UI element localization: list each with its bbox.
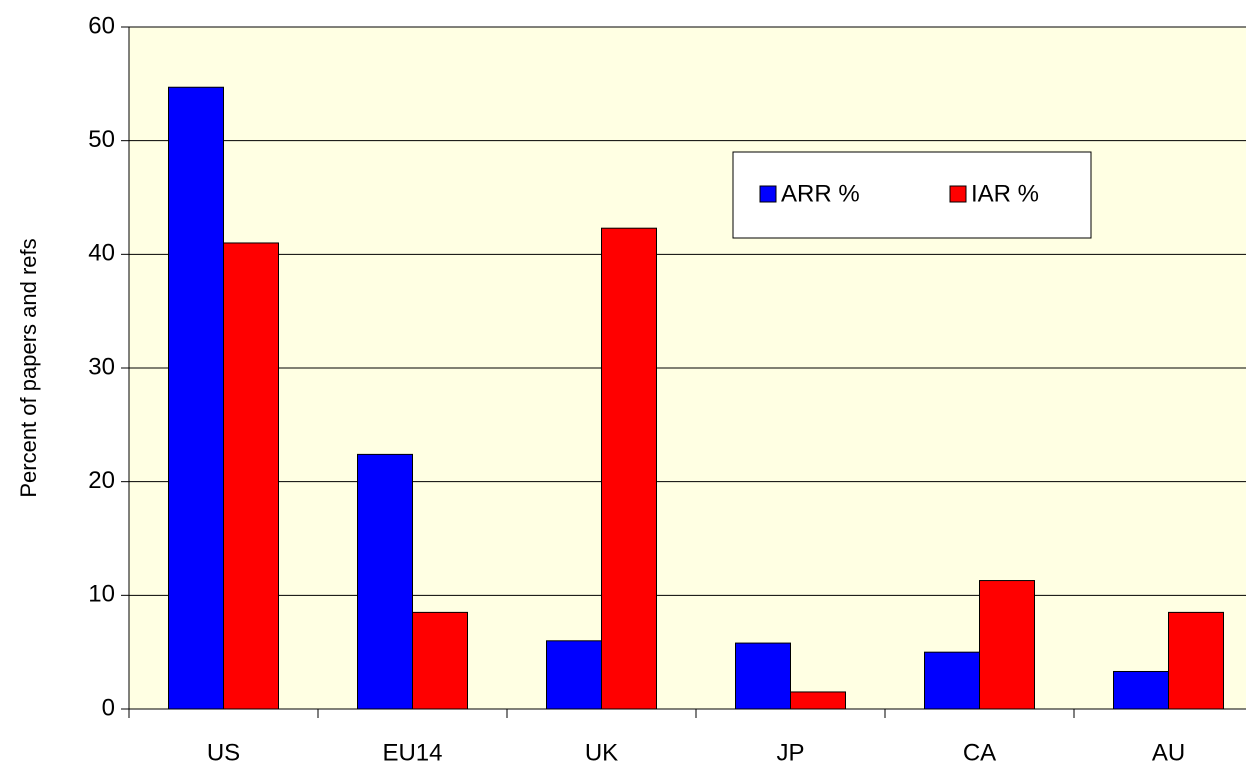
y-axis-label: Percent of papers and refs (16, 238, 41, 497)
y-tick-label: 20 (88, 467, 115, 494)
x-tick-label: JP (776, 739, 804, 766)
bar (546, 640, 602, 710)
bar (223, 242, 279, 710)
x-tick-label: US (207, 739, 240, 766)
y-tick-label: 40 (88, 240, 115, 267)
y-tick-label: 60 (88, 12, 115, 39)
legend-swatch (949, 185, 967, 203)
y-tick-label: 10 (88, 581, 115, 608)
bar (790, 691, 846, 710)
y-tick-label: 0 (102, 694, 115, 721)
legend-box (732, 151, 1092, 239)
y-tick-label: 30 (88, 353, 115, 380)
bar (735, 642, 791, 710)
bar (979, 580, 1035, 710)
bar (357, 453, 413, 710)
legend-label: ARR % (781, 180, 860, 207)
bar (924, 651, 980, 710)
bar (601, 227, 657, 710)
x-tick-label: UK (585, 739, 618, 766)
legend-label: IAR % (971, 180, 1039, 207)
x-tick-label: EU14 (382, 739, 442, 766)
bar (168, 86, 224, 710)
bar (1113, 670, 1169, 710)
bar (412, 611, 468, 710)
y-tick-label: 50 (88, 126, 115, 153)
bar (1168, 611, 1224, 710)
legend-swatch (759, 185, 777, 203)
x-tick-label: AU (1152, 739, 1185, 766)
x-tick-label: CA (963, 739, 996, 766)
